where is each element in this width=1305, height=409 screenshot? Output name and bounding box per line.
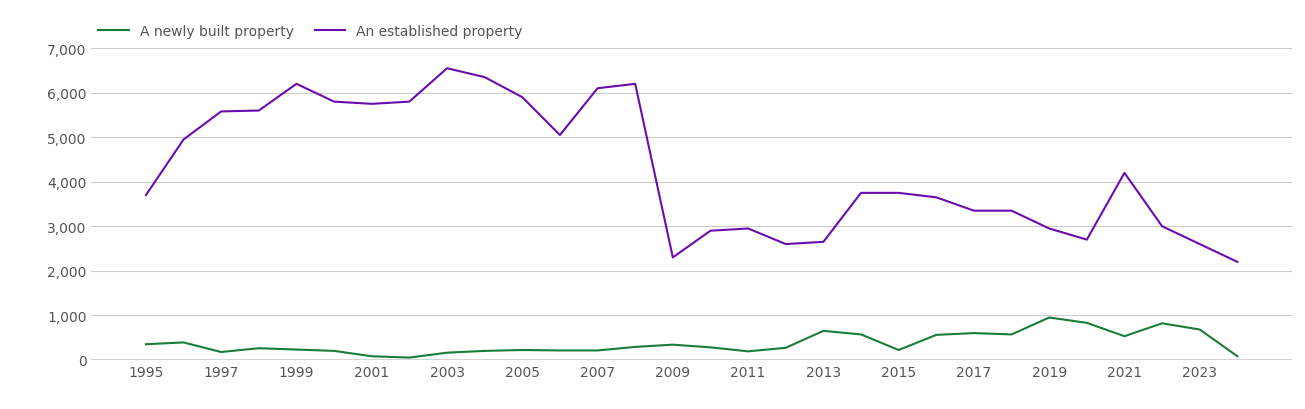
A newly built property	[928, 333, 944, 337]
An established property	[364, 102, 380, 107]
An established property	[928, 196, 944, 200]
An established property	[1004, 209, 1019, 213]
An established property	[514, 95, 530, 100]
An established property	[891, 191, 907, 196]
A newly built property	[966, 331, 981, 336]
An established property	[666, 255, 681, 260]
A newly built property	[476, 348, 492, 353]
A newly built property	[288, 347, 304, 352]
An established property	[966, 209, 981, 213]
An established property	[476, 76, 492, 81]
A newly built property	[702, 345, 718, 350]
A newly built property	[590, 348, 606, 353]
An established property	[816, 240, 831, 245]
A newly built property	[440, 351, 455, 355]
A newly built property	[891, 348, 907, 353]
An established property	[251, 109, 266, 114]
An established property	[213, 110, 228, 115]
A newly built property	[816, 328, 831, 333]
An established property	[1079, 238, 1095, 243]
An established property	[402, 100, 418, 105]
A newly built property	[853, 332, 869, 337]
A newly built property	[1155, 321, 1171, 326]
A newly built property	[1229, 354, 1245, 359]
An established property	[702, 229, 718, 234]
Legend: A newly built property, An established property: A newly built property, An established p…	[98, 25, 523, 39]
A newly built property	[1191, 327, 1207, 332]
Line: An established property: An established property	[146, 69, 1237, 262]
A newly built property	[1117, 334, 1133, 339]
A newly built property	[1041, 315, 1057, 320]
An established property	[778, 242, 793, 247]
An established property	[740, 227, 756, 231]
An established property	[590, 87, 606, 92]
An established property	[853, 191, 869, 196]
A newly built property	[326, 348, 342, 353]
A newly built property	[666, 342, 681, 347]
An established property	[552, 133, 568, 138]
An established property	[1229, 260, 1245, 265]
A newly built property	[740, 349, 756, 354]
An established property	[1041, 227, 1057, 231]
A newly built property	[213, 350, 228, 355]
An established property	[628, 82, 643, 87]
A newly built property	[778, 346, 793, 351]
A newly built property	[552, 348, 568, 353]
An established property	[1117, 171, 1133, 176]
A newly built property	[628, 345, 643, 350]
A newly built property	[176, 340, 192, 345]
A newly built property	[402, 355, 418, 360]
A newly built property	[1079, 321, 1095, 326]
An established property	[1191, 242, 1207, 247]
A newly built property	[1004, 332, 1019, 337]
A newly built property	[514, 348, 530, 353]
A newly built property	[138, 342, 154, 347]
An established property	[176, 138, 192, 143]
An established property	[1155, 224, 1171, 229]
An established property	[138, 193, 154, 198]
Line: A newly built property: A newly built property	[146, 318, 1237, 358]
An established property	[326, 100, 342, 105]
An established property	[288, 82, 304, 87]
A newly built property	[251, 346, 266, 351]
A newly built property	[364, 354, 380, 359]
An established property	[440, 67, 455, 72]
